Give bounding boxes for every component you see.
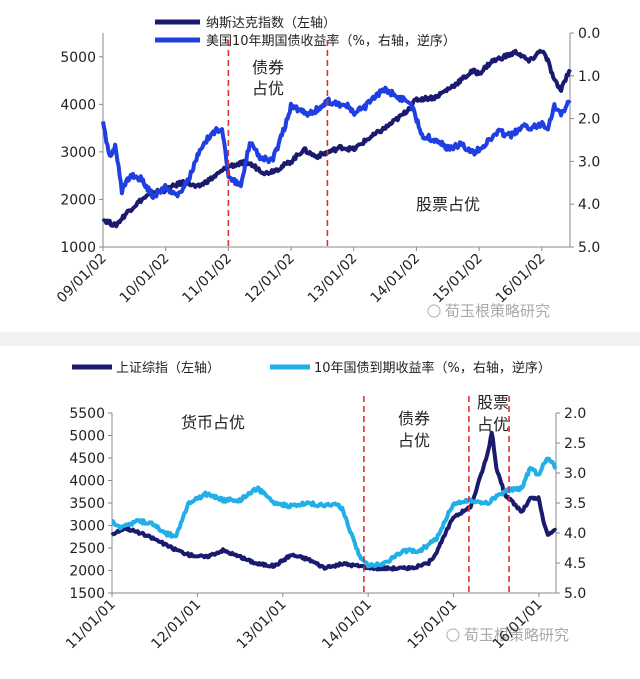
series-line-0 [101, 48, 572, 229]
annotation-equity-2: 占优 [477, 415, 509, 434]
left-tick-label: 4000 [69, 474, 105, 490]
x-tick-label: 11/01/01 [63, 597, 119, 653]
watermark-icon [446, 628, 460, 642]
top-chart-panel: 纳斯达克指数（左轴） 美国10年期国债收益率（%，右轴，逆序） 债券 占优 股票… [0, 0, 640, 332]
annotation-bond-2: 占优 [252, 79, 284, 98]
x-tick-label: 09/01/02 [54, 251, 110, 307]
series-line-0 [110, 430, 558, 572]
right-tick-label: 2.5 [564, 436, 586, 452]
left-tick-label: 5000 [60, 50, 96, 66]
annotation-bond-1: 债券 [398, 409, 430, 428]
x-tick-label: 10/01/02 [117, 251, 173, 307]
right-tick-label: 3.0 [564, 466, 586, 482]
series-line-1 [111, 456, 558, 569]
right-tick-label: 2.0 [578, 112, 600, 128]
left-tick-label: 1000 [60, 240, 96, 256]
x-tick-label: 16/01/02 [493, 251, 549, 307]
x-tick-label: 13/01/02 [305, 251, 361, 307]
legend-label-us-yield: 美国10年期国债收益率（%，右轴，逆序） [206, 33, 456, 49]
right-tick-label: 5.0 [578, 240, 600, 256]
annotation-equity: 股票占优 [416, 195, 480, 214]
x-tick-label: 15/01/01 [405, 597, 461, 653]
bottom-chart: 上证综指（左轴） 10年国债到期收益率（%，右轴，逆序） 货币占优 债券 占优 … [63, 360, 586, 653]
right-tick-label: 0.0 [578, 26, 600, 42]
left-tick-label: 2000 [60, 192, 96, 208]
right-tick-label: 2.0 [564, 406, 586, 422]
legend-label-nasdaq: 纳斯达克指数（左轴） [206, 16, 336, 31]
right-tick-label: 4.0 [564, 526, 586, 542]
watermark-icon [427, 304, 441, 318]
x-tick-label: 15/01/02 [430, 251, 486, 307]
left-tick-label: 5500 [69, 406, 105, 422]
x-tick-label: 11/01/02 [179, 251, 235, 307]
left-tick-label: 2000 [69, 564, 105, 580]
top-chart: 纳斯达克指数（左轴） 美国10年期国债收益率（%，右轴，逆序） 债券 占优 股票… [54, 16, 600, 320]
left-tick-label: 2500 [69, 541, 105, 557]
right-tick-label: 4.0 [578, 197, 600, 213]
x-tick-label: 12/01/01 [148, 597, 204, 653]
panel-separator [0, 332, 640, 346]
watermark-text: 荀玉根策略研究 [445, 302, 550, 320]
right-tick-label: 5.0 [564, 586, 586, 602]
right-tick-label: 1.0 [578, 69, 600, 85]
x-tick-label: 12/01/02 [242, 251, 298, 307]
annotation-monetary: 货币占优 [181, 413, 245, 432]
legend-label-cn-yield: 10年国债到期收益率（%，右轴，逆序） [314, 360, 551, 376]
annotation-equity-1: 股票 [477, 393, 509, 412]
legend-label-sse: 上证综指（左轴） [116, 361, 220, 376]
left-tick-label: 5000 [69, 429, 105, 445]
right-tick-label: 4.5 [564, 556, 586, 572]
left-tick-label: 3000 [60, 145, 96, 161]
watermark-text: 荀玉根策略研究 [464, 626, 569, 644]
series-line-1 [101, 85, 572, 200]
right-tick-label: 3.0 [578, 154, 600, 170]
bottom-chart-panel: 上证综指（左轴） 10年国债到期收益率（%，右轴，逆序） 货币占优 债券 占优 … [0, 346, 640, 679]
x-tick-label: 14/01/02 [367, 251, 423, 307]
x-tick-label: 13/01/01 [234, 597, 290, 653]
left-tick-label: 4500 [69, 451, 105, 467]
right-tick-label: 3.5 [564, 496, 586, 512]
x-tick-label: 14/01/01 [319, 597, 375, 653]
annotation-bond-1: 债券 [252, 58, 284, 77]
left-tick-label: 3500 [69, 496, 105, 512]
left-tick-label: 4000 [60, 97, 96, 113]
left-tick-label: 3000 [69, 519, 105, 535]
annotation-bond-2: 占优 [398, 431, 430, 450]
left-tick-label: 1500 [69, 586, 105, 602]
